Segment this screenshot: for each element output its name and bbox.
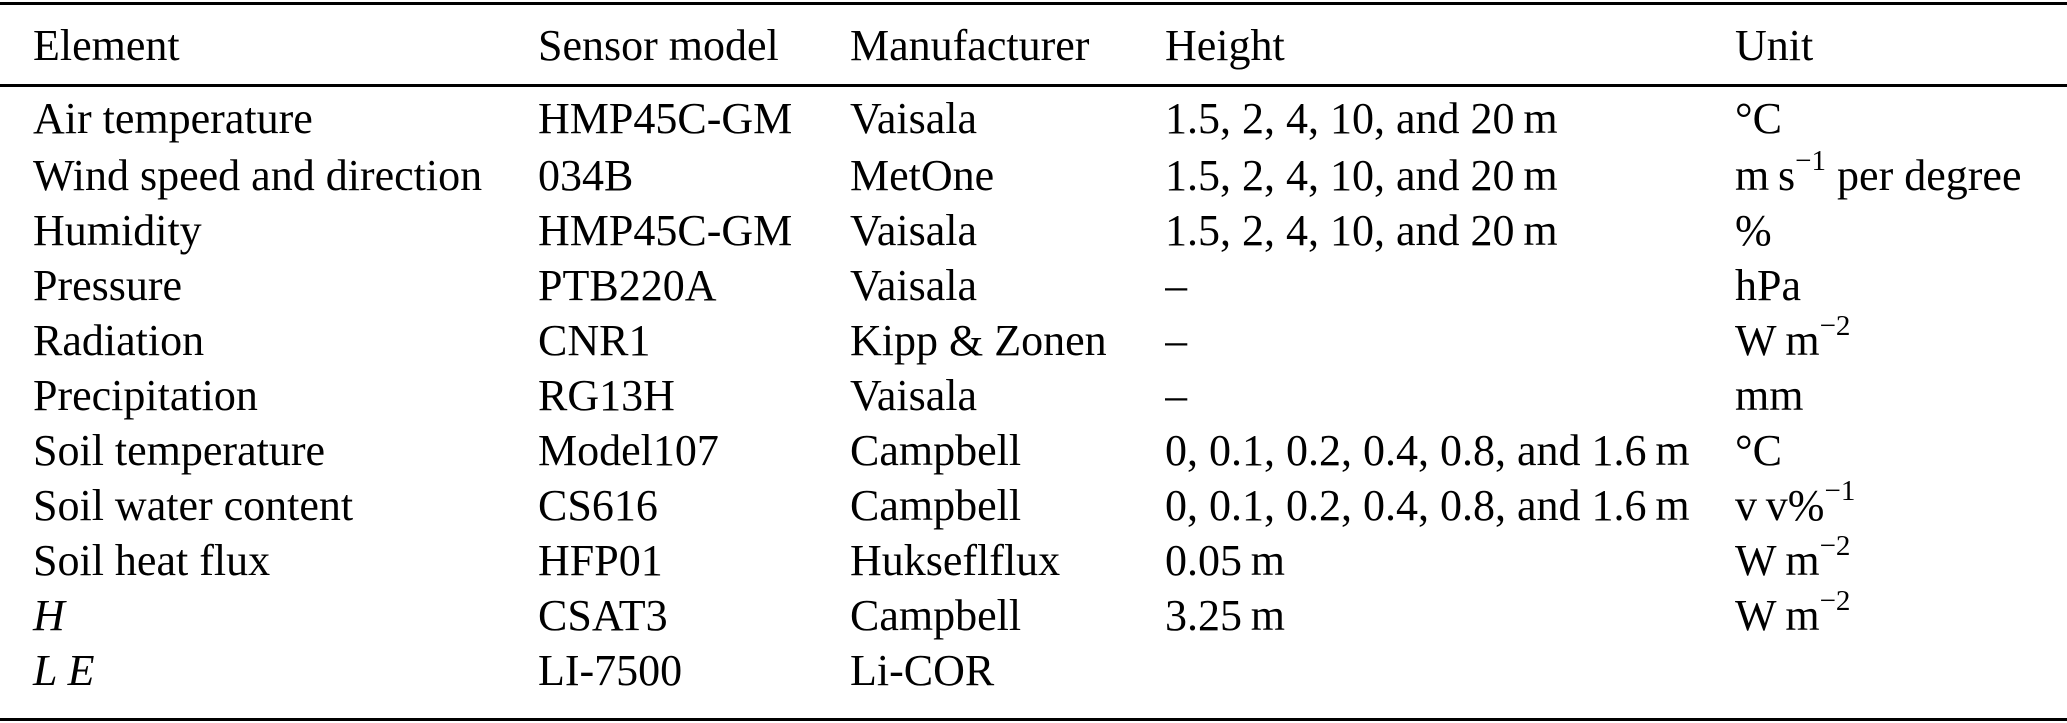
cell-element: Soil temperature: [33, 426, 326, 475]
unit-exponent: −1: [1795, 148, 1827, 177]
cell-unit: v v%−1: [1735, 478, 2067, 533]
cell-manufacturer: Vaisala: [850, 206, 978, 255]
cell-sensor-model: CS616: [538, 481, 658, 530]
cell-height: 3.25 m: [1165, 591, 1286, 640]
cell-sensor-model: HMP45C-GM: [538, 93, 793, 143]
table-row: H CSAT3 Campbell 3.25 m W m−2: [0, 588, 2067, 643]
table-row: Air temperature HMP45C-GM Vaisala 1.5, 2, 4…: [0, 85, 2067, 148]
cell-element: Wind speed and direction: [33, 151, 483, 200]
cell-sensor-model: LI-7500: [538, 646, 683, 695]
cell-element: H: [33, 591, 65, 640]
cell-manufacturer: Kipp & Zonen: [850, 316, 1107, 365]
cell-element: Air temperature: [33, 93, 313, 143]
cell-unit: m s−1 per degree: [1735, 148, 2067, 203]
table-header: Element Sensor model Manufacturer Height…: [0, 5, 2067, 87]
cell-unit: mm: [1735, 371, 1804, 420]
cell-unit: °C: [1735, 426, 1782, 475]
header-row: Element Sensor model Manufacturer Height…: [0, 5, 2067, 87]
cell-element: L E: [33, 646, 95, 695]
cell-sensor-model: Model107: [538, 426, 719, 475]
cell-unit: W m−2: [1735, 588, 2067, 643]
sensor-table: Element Sensor model Manufacturer Height…: [0, 5, 2067, 718]
cell-element: Precipitation: [33, 371, 258, 420]
cell-element: Radiation: [33, 316, 205, 365]
cell-element: Soil heat flux: [33, 536, 271, 585]
header-height: Height: [1165, 5, 1735, 87]
cell-unit: %: [1735, 206, 1772, 255]
cell-manufacturer: Vaisala: [850, 93, 978, 143]
table-row: Soil heat flux HFP01 Hukseflflux 0.05 m W m−…: [0, 533, 2067, 588]
unit-exponent: −2: [1819, 533, 1851, 562]
cell-manufacturer: Campbell: [850, 591, 1022, 640]
table-row: Radiation CNR1 Kipp & Zonen – W m−2: [0, 313, 2067, 368]
cell-height: 1.5, 2, 4, 10, and 20 m: [1165, 93, 1558, 143]
cell-sensor-model: CNR1: [538, 316, 651, 365]
cell-unit: W m−2: [1735, 533, 2067, 588]
cell-height: –: [1165, 371, 1187, 420]
unit-exponent: −2: [1819, 313, 1851, 342]
cell-height: 1.5, 2, 4, 10, and 20 m: [1165, 206, 1558, 255]
header-unit: Unit: [1735, 5, 2067, 87]
cell-unit: W m−2: [1735, 313, 2067, 368]
cell-element: Soil water content: [33, 481, 354, 530]
table-row: Wind speed and direction 034B MetOne 1.5, 2…: [0, 148, 2067, 203]
cell-unit: °C: [1735, 93, 1782, 143]
cell-manufacturer: MetOne: [850, 151, 995, 200]
table-row: Precipitation RG13H Vaisala – mm: [0, 368, 2067, 423]
unit-exponent: −2: [1819, 588, 1851, 617]
cell-sensor-model: PTB220A: [538, 261, 717, 310]
table-row: Humidity HMP45C-GM Vaisala 1.5, 2, 4, 10, a…: [0, 203, 2067, 258]
table-row: Pressure PTB220A Vaisala – hPa: [0, 258, 2067, 313]
cell-unit: [1735, 643, 2067, 698]
cell-height: –: [1165, 316, 1187, 365]
cell-manufacturer: Vaisala: [850, 261, 978, 310]
cell-sensor-model: RG13H: [538, 371, 675, 420]
cell-height: [1165, 643, 1735, 698]
cell-height: –: [1165, 261, 1187, 310]
header-manufacturer: Manufacturer: [850, 5, 1165, 87]
cell-manufacturer: Li-COR: [850, 646, 995, 695]
unit-exponent: −1: [1824, 478, 1856, 507]
cell-element: Pressure: [33, 261, 183, 310]
table-row: L E LI-7500 Li-COR: [0, 643, 2067, 698]
cell-sensor-model: HFP01: [538, 536, 663, 585]
cell-height: 0.05 m: [1165, 536, 1286, 585]
cell-unit: hPa: [1735, 261, 1801, 310]
cell-height: 0, 0.1, 0.2, 0.4, 0.8, and 1.6 m: [1165, 481, 1690, 530]
cell-height: 1.5, 2, 4, 10, and 20 m: [1165, 151, 1558, 200]
header-element: Element: [0, 5, 538, 87]
cell-sensor-model: HMP45C-GM: [538, 206, 793, 255]
cell-height: 0, 0.1, 0.2, 0.4, 0.8, and 1.6 m: [1165, 426, 1690, 475]
cell-manufacturer: Vaisala: [850, 371, 978, 420]
table-body: Air temperature HMP45C-GM Vaisala 1.5, 2, 4…: [0, 85, 2067, 718]
header-sensor-model: Sensor model: [538, 5, 850, 87]
cell-sensor-model: 034B: [538, 151, 634, 200]
cell-element: Humidity: [33, 206, 202, 255]
table-row: Soil temperature Model107 Campbell 0, 0.1, …: [0, 423, 2067, 478]
cell-manufacturer: Campbell: [850, 481, 1022, 530]
cell-sensor-model: CSAT3: [538, 591, 668, 640]
spacer-row: [0, 698, 2067, 718]
cell-manufacturer: Campbell: [850, 426, 1022, 475]
table-row: Soil water content CS616 Campbell 0, 0.1, 0…: [0, 478, 2067, 533]
cell-manufacturer: Hukseflflux: [850, 536, 1061, 585]
